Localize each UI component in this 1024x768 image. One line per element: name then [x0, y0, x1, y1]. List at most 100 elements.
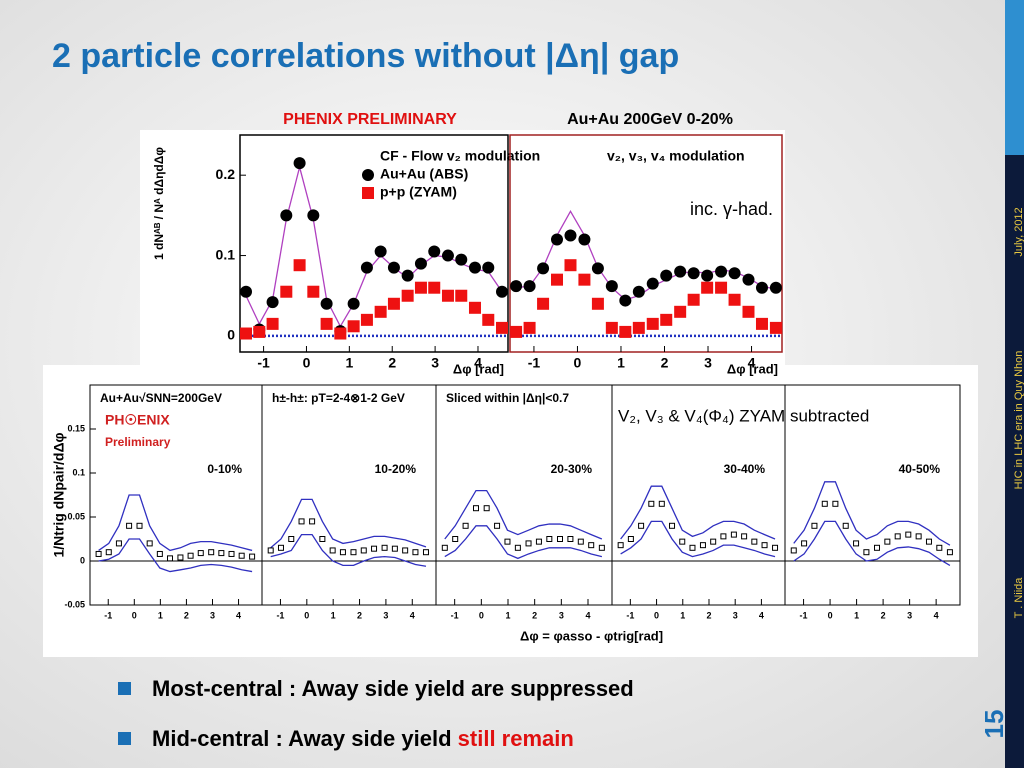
data-point [605, 321, 618, 334]
data-point [441, 249, 454, 262]
data-point [660, 313, 673, 326]
x-tick-label: 2 [881, 610, 886, 620]
data-point [293, 157, 306, 170]
data-point [350, 549, 357, 556]
y-tick-label: 0.2 [216, 166, 236, 182]
x-tick-label: 1 [158, 610, 163, 620]
data-point [551, 273, 564, 286]
series-line [270, 498, 427, 549]
data-point [115, 540, 122, 547]
x-tick-label: 2 [357, 610, 362, 620]
data-point [742, 273, 755, 286]
data-point [441, 289, 454, 302]
data-point [679, 538, 686, 545]
data-point [772, 544, 779, 551]
legend-label: p+p (ZYAM) [380, 184, 457, 200]
data-point [381, 544, 388, 551]
data-point [769, 281, 782, 294]
x-tick-label: 4 [236, 610, 241, 620]
data-point [240, 285, 253, 298]
data-point [482, 313, 495, 326]
bullet: Most-central : Away side yield are suppr… [152, 676, 634, 701]
data-point [701, 281, 714, 294]
data-point [790, 547, 797, 554]
data-point [167, 555, 174, 562]
data-point [280, 285, 293, 298]
data-point [674, 305, 687, 318]
annotation: PH☉ENIX [105, 412, 170, 428]
data-point [455, 289, 468, 302]
slide-title: 2 particle correlations without |Δη| gap [52, 37, 679, 75]
data-point [801, 540, 808, 547]
series-line [444, 489, 603, 540]
data-point [126, 522, 133, 529]
x-tick-label: 0 [828, 610, 833, 620]
data-point [452, 536, 459, 542]
x-tick-label: 2 [706, 610, 711, 620]
x-tick-label: 2 [388, 355, 396, 371]
data-point [309, 518, 316, 525]
y-tick-label: 0.1 [72, 467, 85, 477]
x-tick-label: 2 [661, 355, 669, 371]
x-tick-label: 4 [585, 610, 590, 620]
plot-frame [784, 384, 961, 606]
data-point [842, 522, 849, 529]
y-axis-label: 1 dNᴬᴮ / Nᴬ dΔηdΔφ [152, 147, 166, 260]
data-point [523, 280, 536, 293]
x-tick-label: 0 [479, 610, 484, 620]
legend-marker [362, 187, 374, 199]
side-bar [1005, 155, 1024, 768]
x-tick-label: 3 [907, 610, 912, 620]
data-point [874, 544, 881, 551]
annotation: Sliced within |Δη|<0.7 [446, 391, 569, 405]
zyam-label: V₂, V₃ & V₄(Φ₄) ZYAM subtracted [618, 406, 869, 425]
data-point [537, 262, 550, 275]
footer-author: T . Niida [1013, 577, 1024, 619]
data-point [564, 259, 577, 272]
data-point [546, 536, 553, 542]
x-tick-label: 0 [132, 610, 137, 620]
data-point [371, 545, 378, 552]
data-point [730, 531, 737, 538]
y-tick-label: 0.05 [67, 511, 85, 521]
x-tick-label: 1 [854, 610, 859, 620]
data-point [441, 544, 448, 551]
data-point [428, 281, 441, 294]
data-point [360, 313, 373, 326]
data-point [422, 549, 429, 556]
data-point [401, 289, 414, 302]
data-point [617, 542, 624, 549]
plot-frame [239, 134, 509, 353]
annotation: Au+Au√SNN=200GeV [100, 391, 222, 405]
data-point [755, 281, 768, 294]
annotation: Preliminary [105, 435, 171, 449]
data-point [197, 550, 204, 557]
x-axis-label: Δφ [rad] [453, 361, 504, 376]
data-point [240, 327, 253, 340]
data-point [414, 281, 427, 294]
data-point [95, 550, 102, 557]
x-tick-label: 4 [474, 355, 482, 371]
data-point [710, 538, 717, 545]
data-point [646, 277, 659, 290]
footer-date: July, 2012 [1013, 207, 1024, 256]
data-point [632, 321, 645, 334]
series-line [793, 481, 951, 546]
data-point [578, 273, 591, 286]
data-point [218, 550, 225, 557]
x-tick-label: 2 [532, 610, 537, 620]
data-point [863, 549, 870, 556]
data-point [821, 500, 828, 507]
x-tick-label: 1 [345, 355, 353, 371]
data-point [578, 233, 591, 246]
data-point [482, 261, 495, 274]
data-point [177, 554, 184, 561]
data-point [347, 320, 360, 333]
centrality-label: 30-40% [724, 462, 766, 476]
data-point [742, 305, 755, 318]
data-point [401, 269, 414, 282]
data-point [374, 305, 387, 318]
data-point [374, 245, 387, 258]
legend-marker [362, 169, 374, 181]
phenix-label: PHENIX PRELIMINARY [283, 111, 457, 128]
